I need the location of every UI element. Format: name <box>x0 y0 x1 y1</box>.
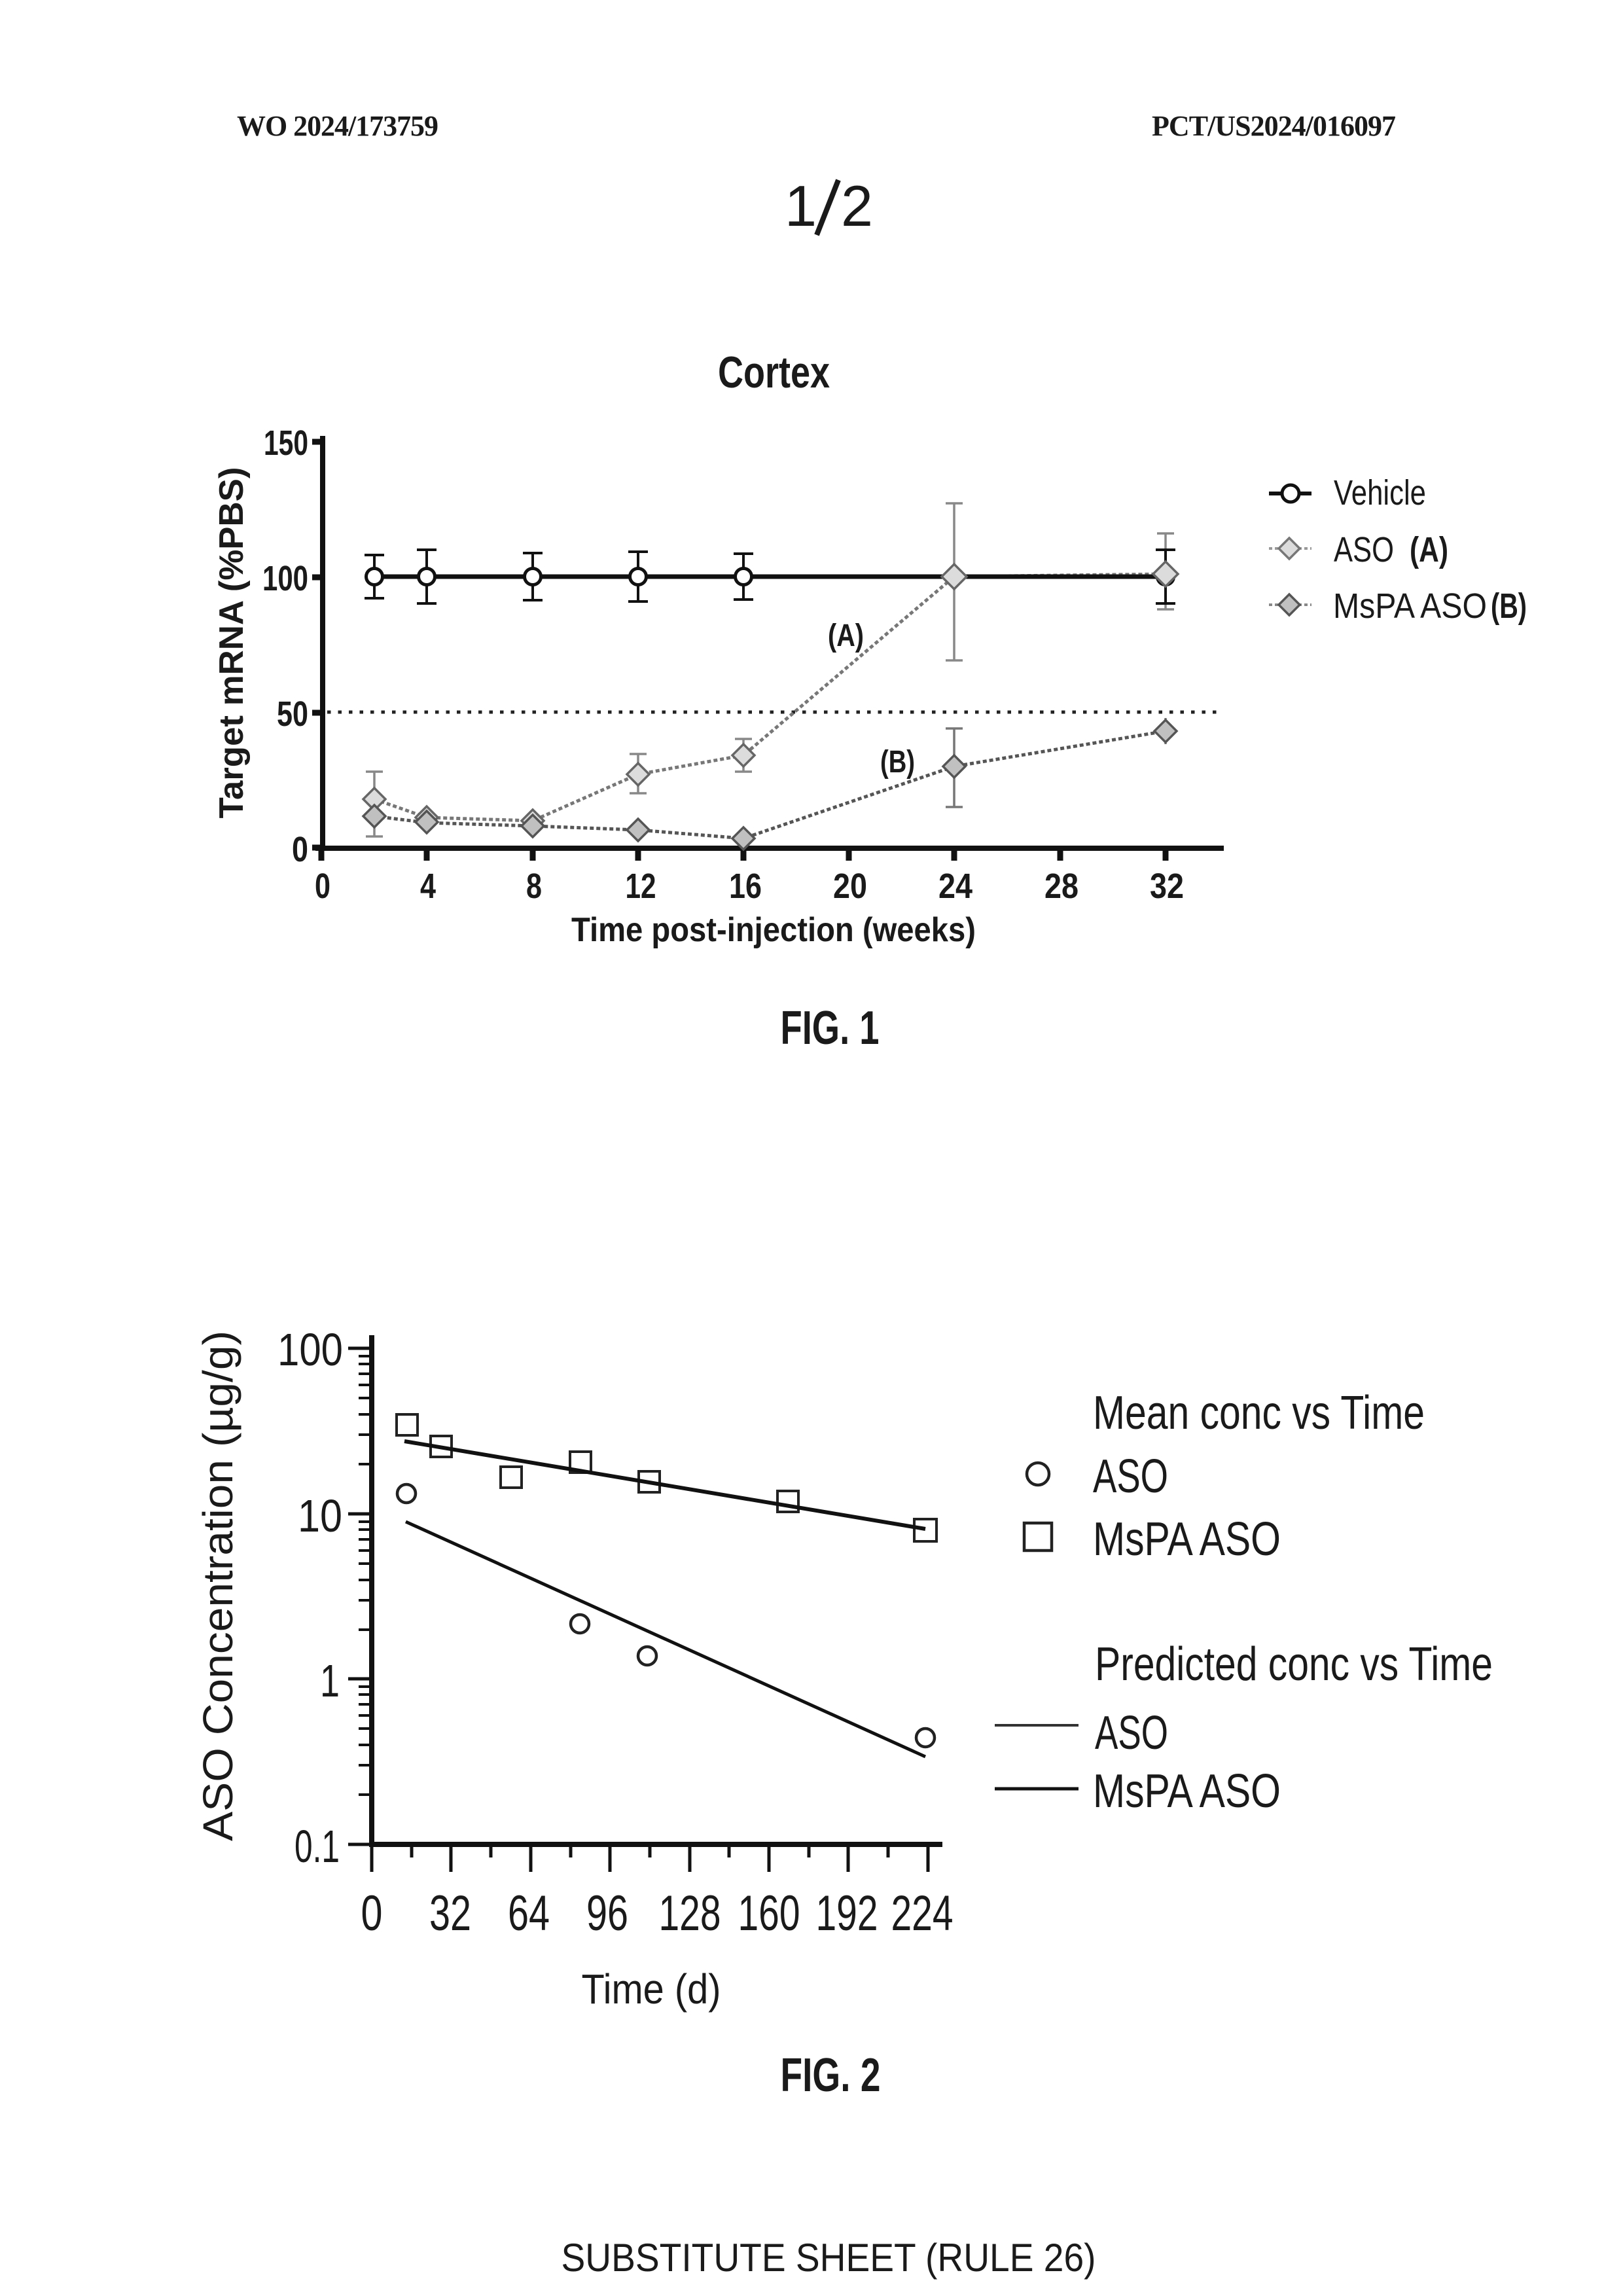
svg-text:FIG. 1: FIG. 1 <box>781 1002 880 1054</box>
svg-text:ASO: ASO <box>1093 1450 1168 1503</box>
svg-text:32: 32 <box>429 1886 471 1941</box>
svg-text:28: 28 <box>1044 867 1079 906</box>
svg-text:WO 2024/173759: WO 2024/173759 <box>237 110 438 142</box>
svg-text:32: 32 <box>1150 867 1184 906</box>
svg-text:Time (d): Time (d) <box>582 1965 721 2013</box>
svg-text:50: 50 <box>277 694 308 734</box>
svg-text:(A): (A) <box>828 619 864 653</box>
svg-text:1: 1 <box>320 1655 340 1706</box>
svg-text:0: 0 <box>292 830 308 869</box>
svg-text:MsPA ASO: MsPA ASO <box>1093 1513 1281 1566</box>
svg-text:Time post-injection (weeks): Time post-injection (weeks) <box>571 911 976 949</box>
svg-text:(B): (B) <box>1491 586 1527 626</box>
svg-text:12: 12 <box>626 867 656 906</box>
svg-text:Predicted conc vs Time: Predicted conc vs Time <box>1095 1638 1493 1691</box>
svg-text:ASO: ASO <box>1334 530 1394 569</box>
svg-text:1: 1 <box>785 173 817 238</box>
svg-text:Vehicle: Vehicle <box>1334 473 1426 512</box>
svg-text:4: 4 <box>420 867 436 906</box>
svg-text:10: 10 <box>298 1490 342 1541</box>
svg-text:160: 160 <box>738 1886 800 1941</box>
svg-text:0: 0 <box>361 1886 383 1941</box>
svg-text:96: 96 <box>586 1886 628 1941</box>
svg-text:(B): (B) <box>880 745 915 780</box>
svg-text:MsPA ASO: MsPA ASO <box>1093 1765 1281 1818</box>
svg-text:PCT/US2024/016097: PCT/US2024/016097 <box>1152 110 1396 142</box>
svg-text:0.1: 0.1 <box>294 1821 340 1872</box>
svg-text:ASO Concentration (µg/g): ASO Concentration (µg/g) <box>194 1331 241 1841</box>
svg-text:20: 20 <box>833 867 867 906</box>
svg-text:8: 8 <box>526 867 542 906</box>
svg-text:FIG. 2: FIG. 2 <box>781 2049 881 2102</box>
svg-text:(A): (A) <box>1410 530 1448 569</box>
svg-text:150: 150 <box>264 423 308 463</box>
svg-text:ASO: ASO <box>1095 1707 1168 1759</box>
svg-text:100: 100 <box>277 1324 343 1375</box>
svg-text:24: 24 <box>938 867 972 906</box>
svg-text:Cortex: Cortex <box>718 348 830 397</box>
svg-text:192: 192 <box>816 1886 878 1941</box>
svg-text:Mean conc vs Time: Mean conc vs Time <box>1093 1387 1425 1439</box>
svg-text:2: 2 <box>841 173 873 238</box>
svg-text:224: 224 <box>891 1886 954 1941</box>
svg-text:128: 128 <box>659 1886 721 1941</box>
svg-text:MsPA ASO: MsPA ASO <box>1333 586 1487 626</box>
svg-text:100: 100 <box>262 559 308 598</box>
svg-text:SUBSTITUTE SHEET (RULE 26): SUBSTITUTE SHEET (RULE 26) <box>562 2236 1096 2280</box>
svg-text:Target mRNA (%PBS): Target mRNA (%PBS) <box>213 467 251 819</box>
svg-text:64: 64 <box>508 1886 550 1941</box>
svg-text:0: 0 <box>315 867 330 906</box>
svg-text:16: 16 <box>729 867 762 906</box>
